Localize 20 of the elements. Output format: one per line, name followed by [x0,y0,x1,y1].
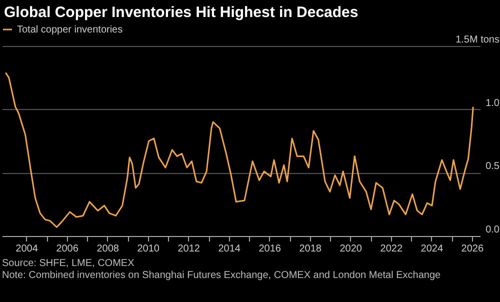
source-note: Source: SHFE, LME, COMEX [2,258,136,270]
x-tick-label: 2010 [137,244,160,254]
x-tick-label: 2016 [258,244,282,254]
x-tick-label: 2008 [96,244,120,254]
y-tick-label: 0.0 [486,224,500,236]
x-tick-label: 2014 [218,244,241,254]
text: Note: Combined inventories on Shanghai Futures Exchange, COMEX and London Metal Exchange [2,270,442,282]
legend-label: Total copper inventories [17,24,123,36]
x-tick-label: 2020 [340,244,362,254]
y-tick-label: 1.0 [486,98,500,109]
x-tick-label: 2022 [380,244,403,254]
x-tick-label: 2004 [16,244,38,254]
x-tick-label: 2018 [299,244,322,254]
x-tick-label: 2006 [56,244,79,254]
y-tick-label: 0.5 [486,161,500,172]
chart-title: Global Copper Inventories Hit Highest in Decades [3,3,360,23]
x-tick-label: 2012 [178,244,200,254]
x-tick-label: 2024 [420,244,444,254]
x-tick-label: 2026 [461,244,484,254]
y-tick-label: 1.5M tons [456,34,500,46]
